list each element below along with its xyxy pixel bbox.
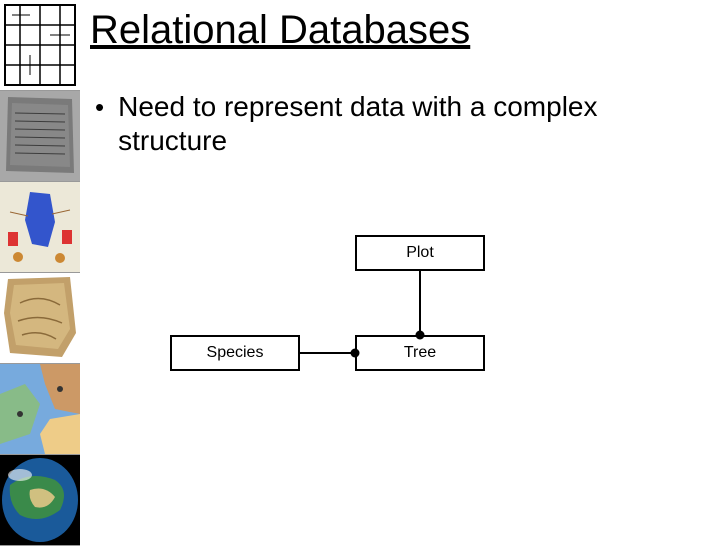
node-plot: Plot bbox=[355, 235, 485, 271]
bullet-item: • Need to represent data with a complex … bbox=[95, 90, 695, 158]
thumb-clay-tablet bbox=[0, 91, 80, 182]
page-title: Relational Databases bbox=[90, 8, 470, 53]
node-tree-label: Tree bbox=[404, 344, 436, 362]
thumb-parchment-map bbox=[0, 273, 80, 364]
thumb-blue-map bbox=[0, 182, 80, 273]
bullet-dot-icon: • bbox=[95, 90, 104, 124]
thumb-grid-maze bbox=[0, 0, 80, 91]
sidebar-thumbnails bbox=[0, 0, 80, 540]
bullet-text: Need to represent data with a complex st… bbox=[118, 90, 695, 158]
node-species: Species bbox=[170, 335, 300, 371]
node-plot-label: Plot bbox=[406, 244, 434, 262]
node-tree: Tree bbox=[355, 335, 485, 371]
thumb-globe-view bbox=[0, 455, 80, 546]
thumb-region-map bbox=[0, 364, 80, 455]
node-species-label: Species bbox=[207, 344, 264, 362]
